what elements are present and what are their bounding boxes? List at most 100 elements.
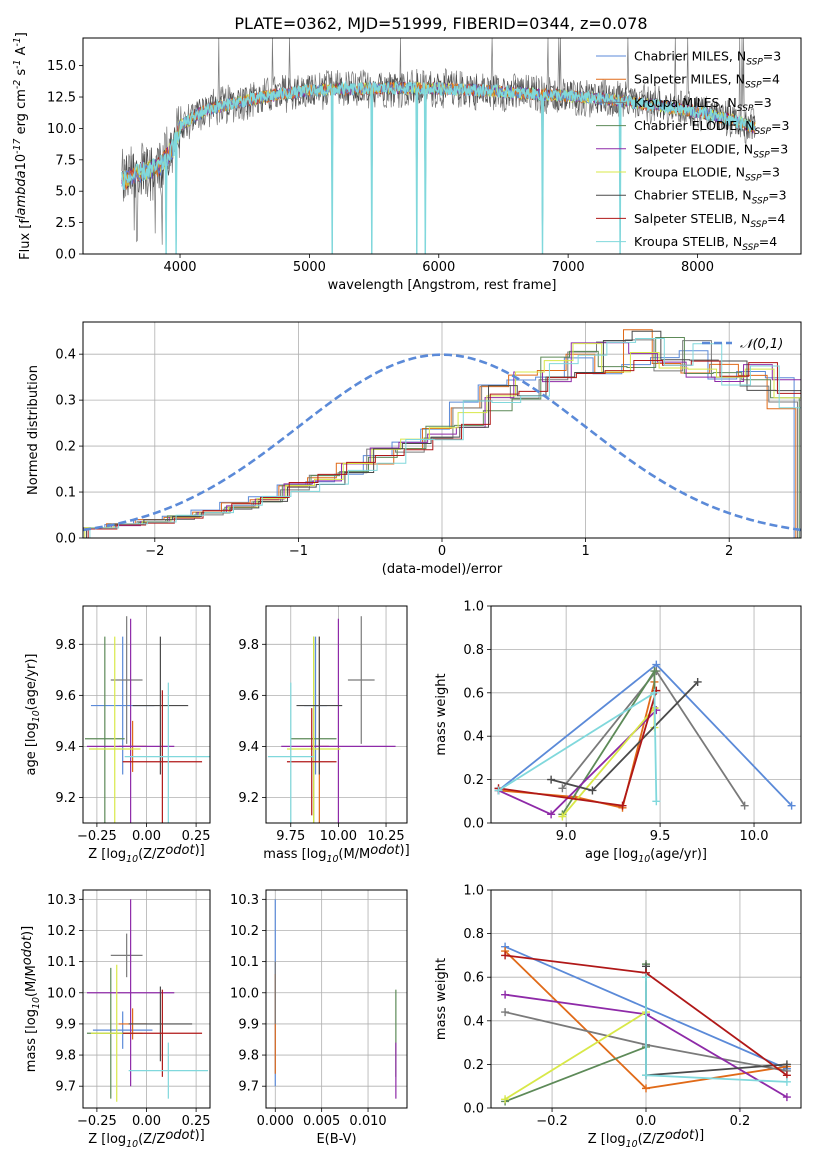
weight-marker xyxy=(558,784,567,793)
x-tick-label: 0.25 xyxy=(182,1114,211,1129)
text-segment: SSP xyxy=(750,220,767,230)
text-segment: odot xyxy=(165,1128,195,1143)
text-segment: mass weight xyxy=(434,673,449,755)
legend-label-normal: 𝒩(0,1) xyxy=(740,337,783,352)
y-tick-label: 9.2 xyxy=(238,791,259,806)
x-axis-label: Z [log10(Z/Zodot)] xyxy=(88,843,205,865)
text-segment: mass [log xyxy=(24,1009,39,1072)
x-tick-label: −0.25 xyxy=(77,1114,117,1129)
plot-area xyxy=(83,329,801,538)
axes-frame xyxy=(82,37,802,255)
text-segment: Z [log xyxy=(88,847,126,862)
y-tick-label: 0.0 xyxy=(55,248,76,263)
text-segment: )] xyxy=(20,926,35,936)
y-tick-label: 10.3 xyxy=(230,893,259,908)
x-tick-label: 6000 xyxy=(422,260,455,275)
x-tick-label: 0.25 xyxy=(182,829,211,844)
text-segment: -1 xyxy=(12,60,23,69)
weight-marker xyxy=(787,801,796,810)
x-tick-label: 5000 xyxy=(293,260,326,275)
plot-area xyxy=(84,616,210,823)
axis-decor: 9.0 9.5 10.0 0.0 0.2 0.4 0.6 0.8 1.0 age [log10(a… xyxy=(434,600,802,865)
x-tick-label: 0.010 xyxy=(349,1114,386,1129)
y-axis-label: mass weight xyxy=(434,958,449,1040)
plot-area xyxy=(121,38,756,254)
plot-area xyxy=(86,899,209,1102)
weight-marker xyxy=(501,1095,510,1104)
plot-area xyxy=(274,899,397,1099)
x-tick-label: 9.75 xyxy=(276,829,305,844)
weight-marker xyxy=(650,667,659,676)
histogram-series xyxy=(83,336,800,538)
y-tick-label: 0.4 xyxy=(463,730,484,745)
text-segment: Z [log xyxy=(588,1132,626,1147)
y-tick-label: 9.4 xyxy=(55,740,76,755)
weight-marker xyxy=(558,812,567,821)
text-segment: erg cm xyxy=(14,89,29,138)
x-axis-label: wavelength [Angstrom, rest frame] xyxy=(328,278,557,293)
x-tick-label: −0.2 xyxy=(536,1114,568,1129)
axis-decor: −2 −1 0 1 2 0.0 0.1 0.2 0.3 0.4 (data-model)/error… xyxy=(26,321,802,577)
y-tick-label: 10.0 xyxy=(47,122,76,137)
legend-label: Kroupa ELODIE, NSSP=3 xyxy=(634,165,780,184)
weight-series-line xyxy=(504,964,647,1103)
y-tick-label: 9.4 xyxy=(238,740,259,755)
x-tick-label: 10.00 xyxy=(320,829,357,844)
text-segment: Salpeter STELIB, N xyxy=(634,211,750,226)
text-segment: )] xyxy=(400,843,410,858)
text-segment: age [log xyxy=(585,847,638,862)
histogram-series xyxy=(85,330,801,538)
y-tick-label: 9.7 xyxy=(55,1080,76,1095)
grid xyxy=(266,606,407,823)
y-tick-label: 0.2 xyxy=(463,773,484,788)
x-axis-label: Z [log10(Z/Zodot)] xyxy=(88,1128,205,1150)
y-tick-label: 0.0 xyxy=(55,532,76,547)
text-segment: odot xyxy=(370,843,400,858)
text-segment: Kroupa STELIB, N xyxy=(634,234,742,249)
text-segment: SSP xyxy=(737,104,754,114)
text-segment: =3 xyxy=(763,49,781,64)
weight-marker xyxy=(693,677,702,686)
text-segment: =3 xyxy=(771,118,789,133)
y-tick-label: 10.1 xyxy=(230,955,259,970)
text-segment: 10 xyxy=(126,854,138,865)
plot-area xyxy=(501,942,791,1106)
legend-label: Salpeter STELIB, NSSP=4 xyxy=(634,211,785,230)
text-segment: Chabrier MILES, N xyxy=(634,49,746,64)
x-tick-label: 0.005 xyxy=(303,1114,340,1129)
weight-marker xyxy=(782,1060,791,1069)
figure-title: PLATE=0362, MJD=51999, FIBERID=0344, z=0… xyxy=(234,14,647,33)
weight-vs-Z-axes: −0.2 0.0 0.2 0.0 0.2 0.4 0.6 0.8 1.0 Z [log10(Z/Z… xyxy=(434,884,802,1150)
text-segment: (Z/Z xyxy=(638,1132,665,1147)
grid xyxy=(266,890,407,1108)
text-segment: SSP xyxy=(745,81,762,91)
x-tick-label: 2 xyxy=(725,544,733,559)
text-segment: 10 xyxy=(31,997,42,1009)
x-tick-label: 4000 xyxy=(163,260,196,275)
text-segment: 10 xyxy=(14,154,29,171)
text-segment: (age/yr)] xyxy=(24,654,39,711)
weight-marker xyxy=(650,688,659,697)
weight-marker xyxy=(501,1008,510,1017)
y-tick-label: 10.0 xyxy=(230,986,259,1001)
x-axis-label: Z [log10(Z/Zodot)] xyxy=(588,1128,705,1150)
x-tick-label: 10.25 xyxy=(367,829,404,844)
y-tick-label: 9.8 xyxy=(55,638,76,653)
grid xyxy=(83,606,210,823)
y-tick-label: 0.4 xyxy=(55,348,76,363)
y-tick-label: 0.0 xyxy=(463,1102,484,1117)
y-tick-label: 7.5 xyxy=(55,153,76,168)
weight-marker xyxy=(642,973,650,982)
weight-marker xyxy=(618,801,627,810)
histogram-series xyxy=(83,350,795,538)
text-segment: =3 xyxy=(762,165,780,180)
y-tick-label: 0.1 xyxy=(55,486,76,501)
spectrum-axes: 4000 5000 6000 7000 8000 0.0 2.5 5.0 7.5 10.0 12.5… xyxy=(12,32,802,293)
weight-marker xyxy=(642,1084,650,1093)
y-tick-label: 12.5 xyxy=(47,91,76,106)
x-tick-label: 0.00 xyxy=(132,1114,161,1129)
legend-label: Salpeter ELODIE, NSSP=3 xyxy=(634,141,788,160)
x-tick-label: 10.0 xyxy=(740,829,769,844)
